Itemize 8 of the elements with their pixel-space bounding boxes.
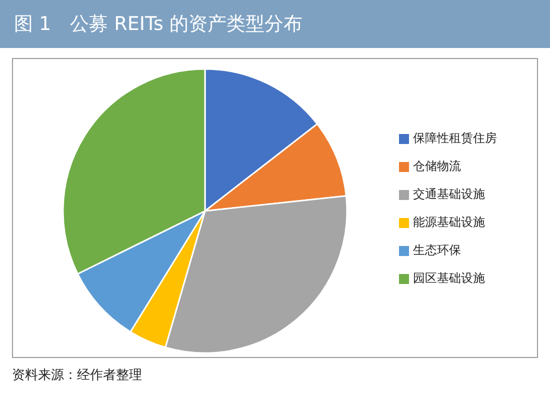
chart-title: 图 1 公募 REITs 的资产类型分布 <box>0 0 550 48</box>
legend-label: 仓储物流 <box>413 159 461 173</box>
legend-label: 保障性租赁住房 <box>413 131 497 145</box>
legend-label: 生态环保 <box>413 243 461 257</box>
text: 资料来源：经作者整理 <box>12 367 142 384</box>
legend-label: 园区基础设施 <box>413 271 485 285</box>
legend-label: 交通基础设施 <box>413 187 485 201</box>
legend-label: 能源基础设施 <box>413 215 485 229</box>
